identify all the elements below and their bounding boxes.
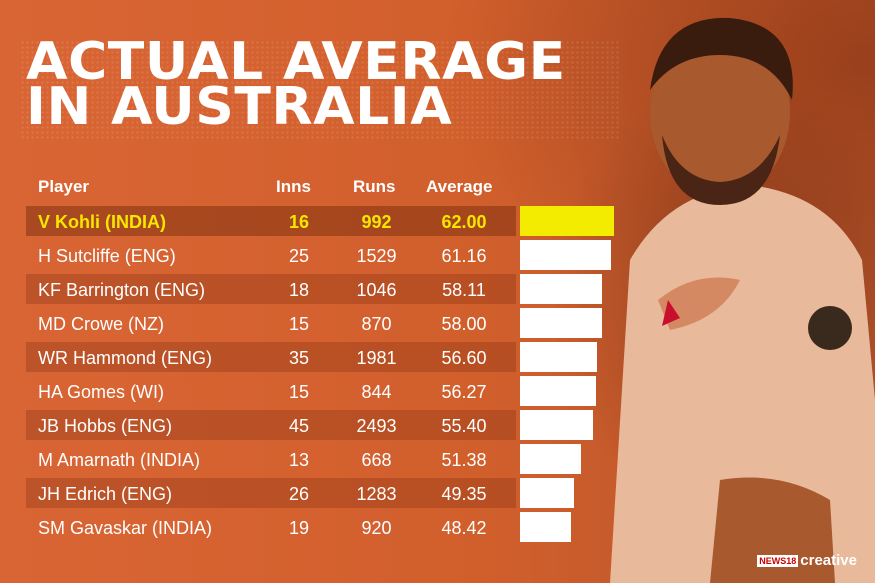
news18-creative-logo: NEWS18 creative <box>757 552 857 569</box>
header-average: Average <box>426 177 493 196</box>
inns-value: 25 <box>288 246 310 266</box>
table-row: SM Gavaskar (INDIA) 19 920 48.42 <box>26 512 516 542</box>
average-value: 58.11 <box>442 280 486 300</box>
table-row: MD Crowe (NZ) 15 870 58.00 <box>26 308 516 338</box>
title-halftone <box>20 40 620 140</box>
runs-value: 992 <box>361 212 392 232</box>
average-bar <box>520 376 596 406</box>
runs-value: 1529 <box>356 246 397 266</box>
runs-value: 870 <box>361 314 392 334</box>
inns-value: 19 <box>288 518 310 538</box>
table-row: KF Barrington (ENG) 18 1046 58.11 <box>26 274 516 304</box>
header-inns: Inns <box>276 177 311 196</box>
runs-value: 2493 <box>356 416 397 436</box>
average-bar <box>520 478 575 508</box>
logo-badge: NEWS18 <box>757 555 799 568</box>
runs-value: 844 <box>361 382 392 402</box>
average-value: 61.16 <box>441 246 487 266</box>
header-runs: Runs <box>353 177 396 196</box>
player-name: KF Barrington (ENG) <box>38 280 206 300</box>
title-line-2: IN AUSTRALIA <box>26 77 453 137</box>
average-bar <box>520 206 614 236</box>
average-bar <box>520 240 612 270</box>
table-header: Player Inns Runs Average <box>26 172 626 202</box>
player-name: JB Hobbs (ENG) <box>38 416 173 436</box>
inns-value: 45 <box>288 416 310 436</box>
inns-value: 26 <box>288 484 310 504</box>
average-value: 51.38 <box>441 450 487 470</box>
average-value: 58.00 <box>441 314 487 334</box>
runs-value: 1046 <box>356 280 397 300</box>
average-bar <box>520 512 572 542</box>
inns-value: 15 <box>288 382 310 402</box>
table-row: H Sutcliffe (ENG) 25 1529 61.16 <box>26 240 516 270</box>
player-name: M Amarnath (INDIA) <box>38 450 201 470</box>
average-value: 56.27 <box>441 382 487 402</box>
player-name: HA Gomes (WI) <box>38 382 165 402</box>
table-row: JB Hobbs (ENG) 45 2493 55.40 <box>26 410 516 440</box>
average-value: 49.35 <box>441 484 487 504</box>
average-bar <box>520 274 602 304</box>
inns-value: 15 <box>288 314 310 334</box>
player-name: V Kohli (INDIA) <box>38 212 166 232</box>
player-name: SM Gavaskar (INDIA) <box>38 518 213 538</box>
player-name: JH Edrich (ENG) <box>38 484 173 504</box>
average-bar <box>520 308 602 338</box>
inns-value: 35 <box>288 348 310 368</box>
average-bar <box>520 342 598 372</box>
runs-value: 1981 <box>356 348 397 368</box>
average-value: 56.60 <box>441 348 487 368</box>
average-bar <box>520 444 581 474</box>
average-value: 48.42 <box>441 518 487 538</box>
player-name: WR Hammond (ENG) <box>38 348 213 368</box>
runs-value: 920 <box>361 518 392 538</box>
table-row: WR Hammond (ENG) 35 1981 56.60 <box>26 342 516 372</box>
runs-value: 1283 <box>356 484 397 504</box>
table-row: V Kohli (INDIA) 16 992 62.00 <box>26 206 516 236</box>
table-row: HA Gomes (WI) 15 844 56.27 <box>26 376 516 406</box>
average-value: 62.00 <box>441 212 487 232</box>
title-line-1: ACTUAL AVERAGE <box>26 32 566 92</box>
player-name: H Sutcliffe (ENG) <box>38 246 176 266</box>
inns-value: 13 <box>288 450 310 470</box>
chart-title: ACTUAL AVERAGE IN AUSTRALIA <box>26 32 566 137</box>
header-player: Player <box>38 177 90 196</box>
average-value: 55.40 <box>441 416 487 436</box>
average-bar <box>520 410 594 440</box>
runs-value: 668 <box>361 450 392 470</box>
inns-value: 16 <box>288 212 310 232</box>
table-row: JH Edrich (ENG) 26 1283 49.35 <box>26 478 516 508</box>
player-name: MD Crowe (NZ) <box>38 314 164 334</box>
player-photo <box>610 17 875 583</box>
table-row: M Amarnath (INDIA) 13 668 51.38 <box>26 444 516 474</box>
inns-value: 18 <box>288 280 310 300</box>
logo-text: creative <box>800 552 857 569</box>
